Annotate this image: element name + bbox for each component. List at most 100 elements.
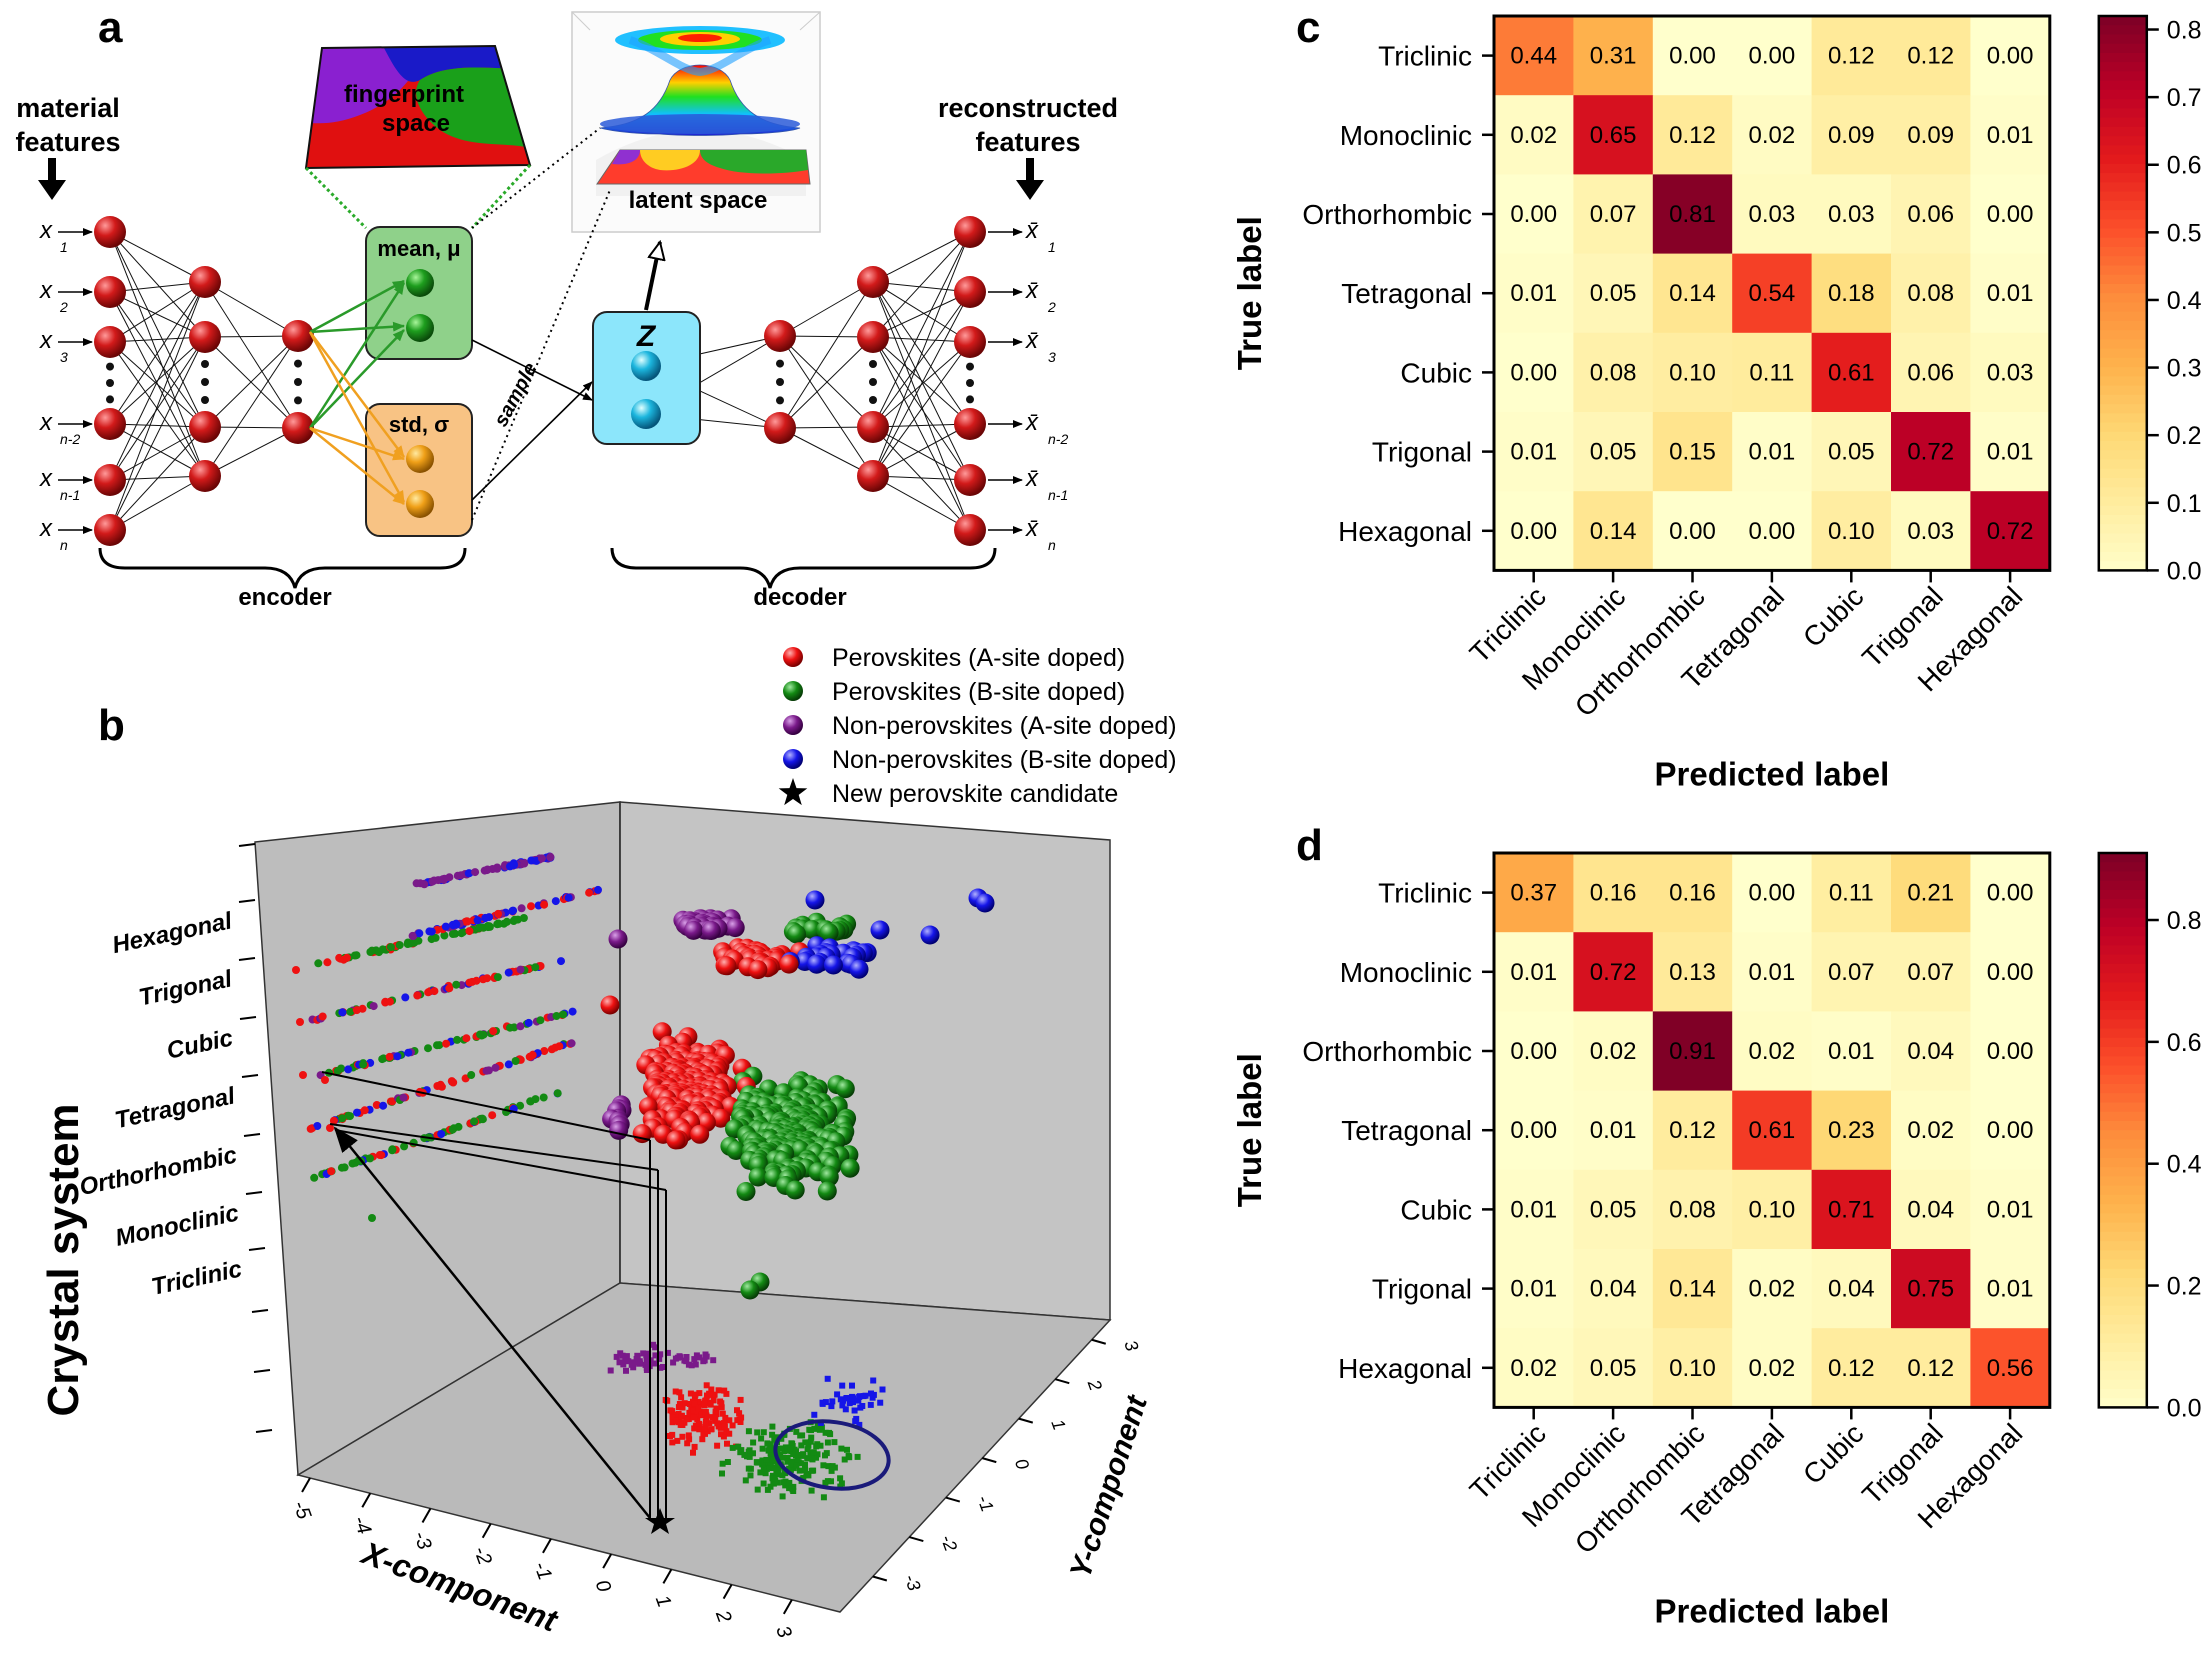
floor-point: [675, 1411, 682, 1417]
heatmap-cell: [1891, 16, 1971, 96]
colorbar-segment: [2098, 1287, 2147, 1298]
wall-point: [457, 929, 466, 938]
cell-value-label: 0.44: [1510, 43, 1557, 70]
cell-value-label: 0.05: [1590, 1355, 1637, 1382]
floor-point: [691, 1443, 698, 1450]
floor-point: [852, 1418, 859, 1425]
z-tick: [238, 957, 256, 961]
floor-point: [676, 1389, 683, 1396]
floor-point: [822, 1429, 829, 1436]
colorbar-segment: [2098, 422, 2147, 433]
ellipsis-dot: [106, 362, 114, 371]
heatmap-cell: [1494, 332, 1574, 413]
cell-value-label: 0.01: [1510, 280, 1557, 307]
y-tick-label: -2: [937, 1532, 961, 1554]
cell-value-label: 0.03: [1828, 201, 1875, 228]
ellipsis-dot: [201, 396, 209, 404]
input-subscript: n-2: [60, 431, 80, 447]
cell-value-label: 0.01: [1828, 1038, 1875, 1065]
floor-point: [698, 1401, 705, 1408]
colorbar-segment: [2098, 339, 2147, 350]
floor-point: [767, 1450, 774, 1457]
input-label: x: [39, 217, 53, 244]
floor-point: [625, 1358, 632, 1365]
y-tick-label: Triclinic: [1378, 878, 1472, 909]
cell-value-label: 0.00: [1749, 880, 1796, 907]
wall-point: [594, 885, 602, 894]
floor-point: [804, 1446, 811, 1453]
ellipsis-dot: [106, 379, 114, 387]
colorbar-tick-label: 0.4: [2167, 1151, 2202, 1179]
connection-line: [109, 291, 206, 428]
cell-value-label: 0.03: [1749, 201, 1796, 228]
floor-point: [841, 1456, 848, 1463]
wall-point: [337, 1163, 346, 1172]
heatmap-cell: [1970, 95, 2051, 175]
heatmap-cell: [1494, 1011, 1574, 1092]
heatmap-cell: [1494, 412, 1574, 492]
cell-value-label: 0.02: [1749, 1276, 1796, 1303]
wall-point: [488, 1111, 497, 1120]
x-tick: [421, 1507, 432, 1523]
wall-point: [375, 948, 383, 957]
cell-value-label: 0.72: [1987, 518, 2034, 545]
y-tick-label: Tetragonal: [1341, 1115, 1472, 1146]
z-node-1: [631, 351, 661, 381]
connection-line: [204, 336, 299, 429]
wall-point: [527, 902, 535, 911]
wall-point: [321, 1076, 329, 1084]
floor-point: [623, 1367, 629, 1374]
panel-c-confusion-matrix: 0.44 0.31 0.00 0.00 0.12 0.12 0.00 0.02 0.65 0.12…: [1231, 14, 2202, 792]
wall-point: [424, 1044, 432, 1053]
heatmap-cell: [1970, 1169, 2051, 1250]
colorbar-segment: [2098, 62, 2147, 73]
z-axis-ticks: [238, 843, 273, 1433]
cell-value-label: 0.75: [1907, 1276, 1954, 1303]
heatmap-cell: [1970, 1249, 2051, 1329]
floor-point: [764, 1440, 771, 1447]
floor-point: [726, 1417, 733, 1424]
latent-space-icon: latent space: [571, 11, 821, 233]
floor-point: [759, 1459, 766, 1466]
x-tick-label: 1: [651, 1592, 675, 1610]
wall-point: [437, 1130, 446, 1138]
mean-node-1: [406, 269, 434, 297]
cell-value-label: 0.16: [1669, 880, 1716, 907]
wall-point: [510, 861, 518, 869]
heatmap-cell: [1732, 1328, 1813, 1408]
colorbar-segment: [2098, 1296, 2147, 1307]
wall-point: [506, 1023, 514, 1032]
floor-point: [718, 1400, 725, 1407]
legend-label: Non-perovskites (A-site doped): [832, 712, 1177, 740]
wall-point: [346, 1007, 355, 1016]
wall-point: [462, 1034, 471, 1043]
wall-point: [310, 1173, 319, 1182]
heatmap-cell: [1573, 174, 1654, 255]
cell-value-label: 0.08: [1590, 359, 1637, 386]
x-tick: [722, 1584, 733, 1600]
floor-point: [793, 1428, 800, 1435]
enc-std-arrow: [308, 331, 406, 503]
wall-point: [564, 893, 573, 902]
floor-point: [825, 1463, 832, 1470]
floor-point: [805, 1472, 812, 1479]
colorbar-segment: [2098, 237, 2147, 248]
scatter-sphere: [802, 920, 822, 940]
colorbar-segment: [2098, 1130, 2147, 1141]
ellipsis-dot: [776, 378, 784, 386]
floor-point: [837, 1396, 844, 1403]
wall-point: [437, 1082, 446, 1091]
connection-line: [872, 336, 971, 343]
cell-value-label: 0.05: [1590, 280, 1637, 307]
y-tick-label: Triclinic: [1378, 41, 1472, 72]
heatmap-cell: [1573, 253, 1654, 334]
wall-point: [453, 1035, 462, 1044]
floor-point: [734, 1417, 741, 1424]
cell-value-label: 0.01: [1510, 439, 1557, 466]
cell-value-label: 0.01: [1987, 122, 2034, 149]
output-label: x̄: [1025, 409, 1039, 436]
colorbar-segment: [2098, 1305, 2147, 1316]
wall-point: [516, 1101, 525, 1110]
wall-point: [353, 1108, 361, 1117]
